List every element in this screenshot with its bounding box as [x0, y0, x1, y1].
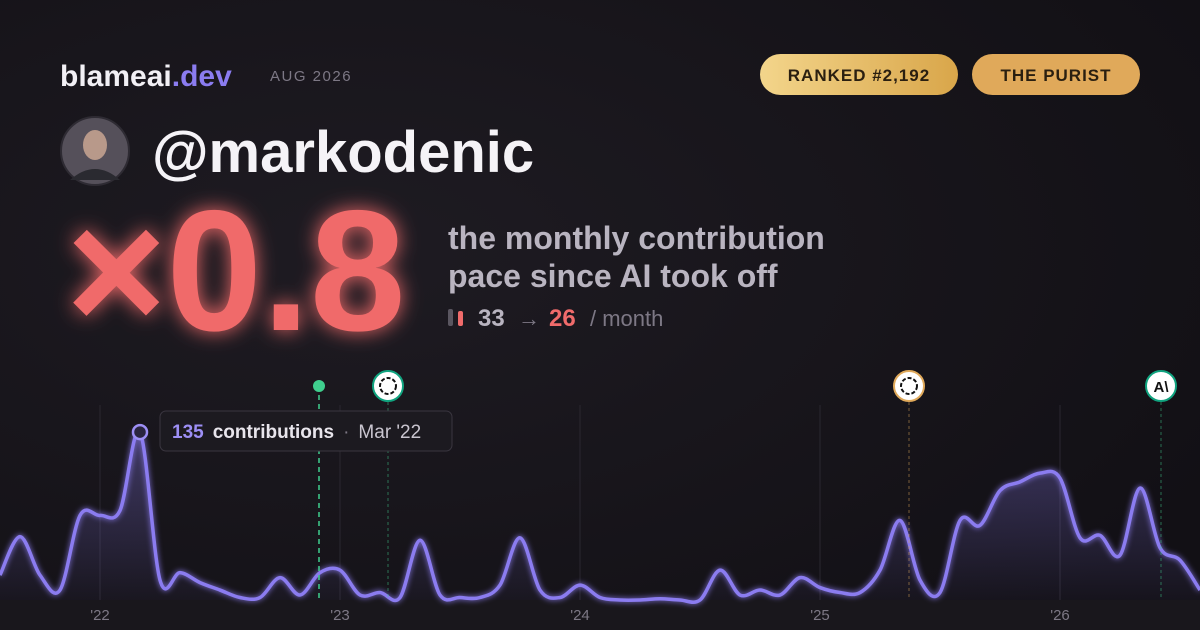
tooltip [159, 410, 453, 452]
event-icon-glyph [379, 377, 397, 395]
arrow: → [518, 306, 540, 331]
bar-icon [448, 309, 453, 326]
peak-marker [131, 423, 149, 441]
tooltip-value: 135 [172, 422, 204, 443]
badge [972, 54, 1140, 95]
x-tick-label: '22 [90, 607, 110, 624]
badge-text: RANKED #2,192 [788, 66, 930, 85]
event-icon [1145, 370, 1177, 402]
x-tick-label: '26 [1050, 607, 1070, 624]
tooltip-label: contributions [213, 422, 334, 443]
event-dot [313, 380, 325, 392]
badge [760, 54, 958, 95]
tooltip-text: 135 contributions · Mar '22 [172, 422, 421, 443]
event-icon [372, 370, 404, 402]
brand: blameai.dev [60, 60, 232, 93]
event-icon-glyph [900, 377, 918, 395]
after: 26 [549, 305, 576, 332]
description: the monthly contribution [448, 220, 825, 256]
brand-name: blameai [60, 60, 172, 93]
avatar-face [83, 130, 107, 160]
x-tick-label: '24 [570, 607, 590, 624]
event-icon-text: A\ [1154, 379, 1170, 396]
badge-text: THE PURIST [1000, 66, 1111, 85]
handle: @markodenic [152, 120, 534, 185]
tooltip-sep: · [343, 422, 349, 443]
chart: '22 '23 '24 '25 '26 [0, 405, 1200, 630]
before: 33 [478, 305, 505, 332]
x-tick-label: '25 [810, 607, 830, 624]
axis-band [0, 600, 1200, 630]
description: pace since AI took off [448, 258, 778, 294]
area [0, 430, 1200, 603]
line [0, 429, 1200, 604]
period: AUG 2026 [270, 68, 352, 85]
tooltip-date: Mar '22 [358, 422, 421, 443]
unit: / month [590, 306, 663, 331]
multiplier: ×0.8 [66, 175, 406, 367]
x-tick-label: '23 [330, 607, 350, 624]
avatar-body [70, 169, 120, 180]
brand-tld: .dev [172, 60, 232, 93]
event-icon [893, 370, 925, 402]
bar-icon [458, 311, 463, 326]
